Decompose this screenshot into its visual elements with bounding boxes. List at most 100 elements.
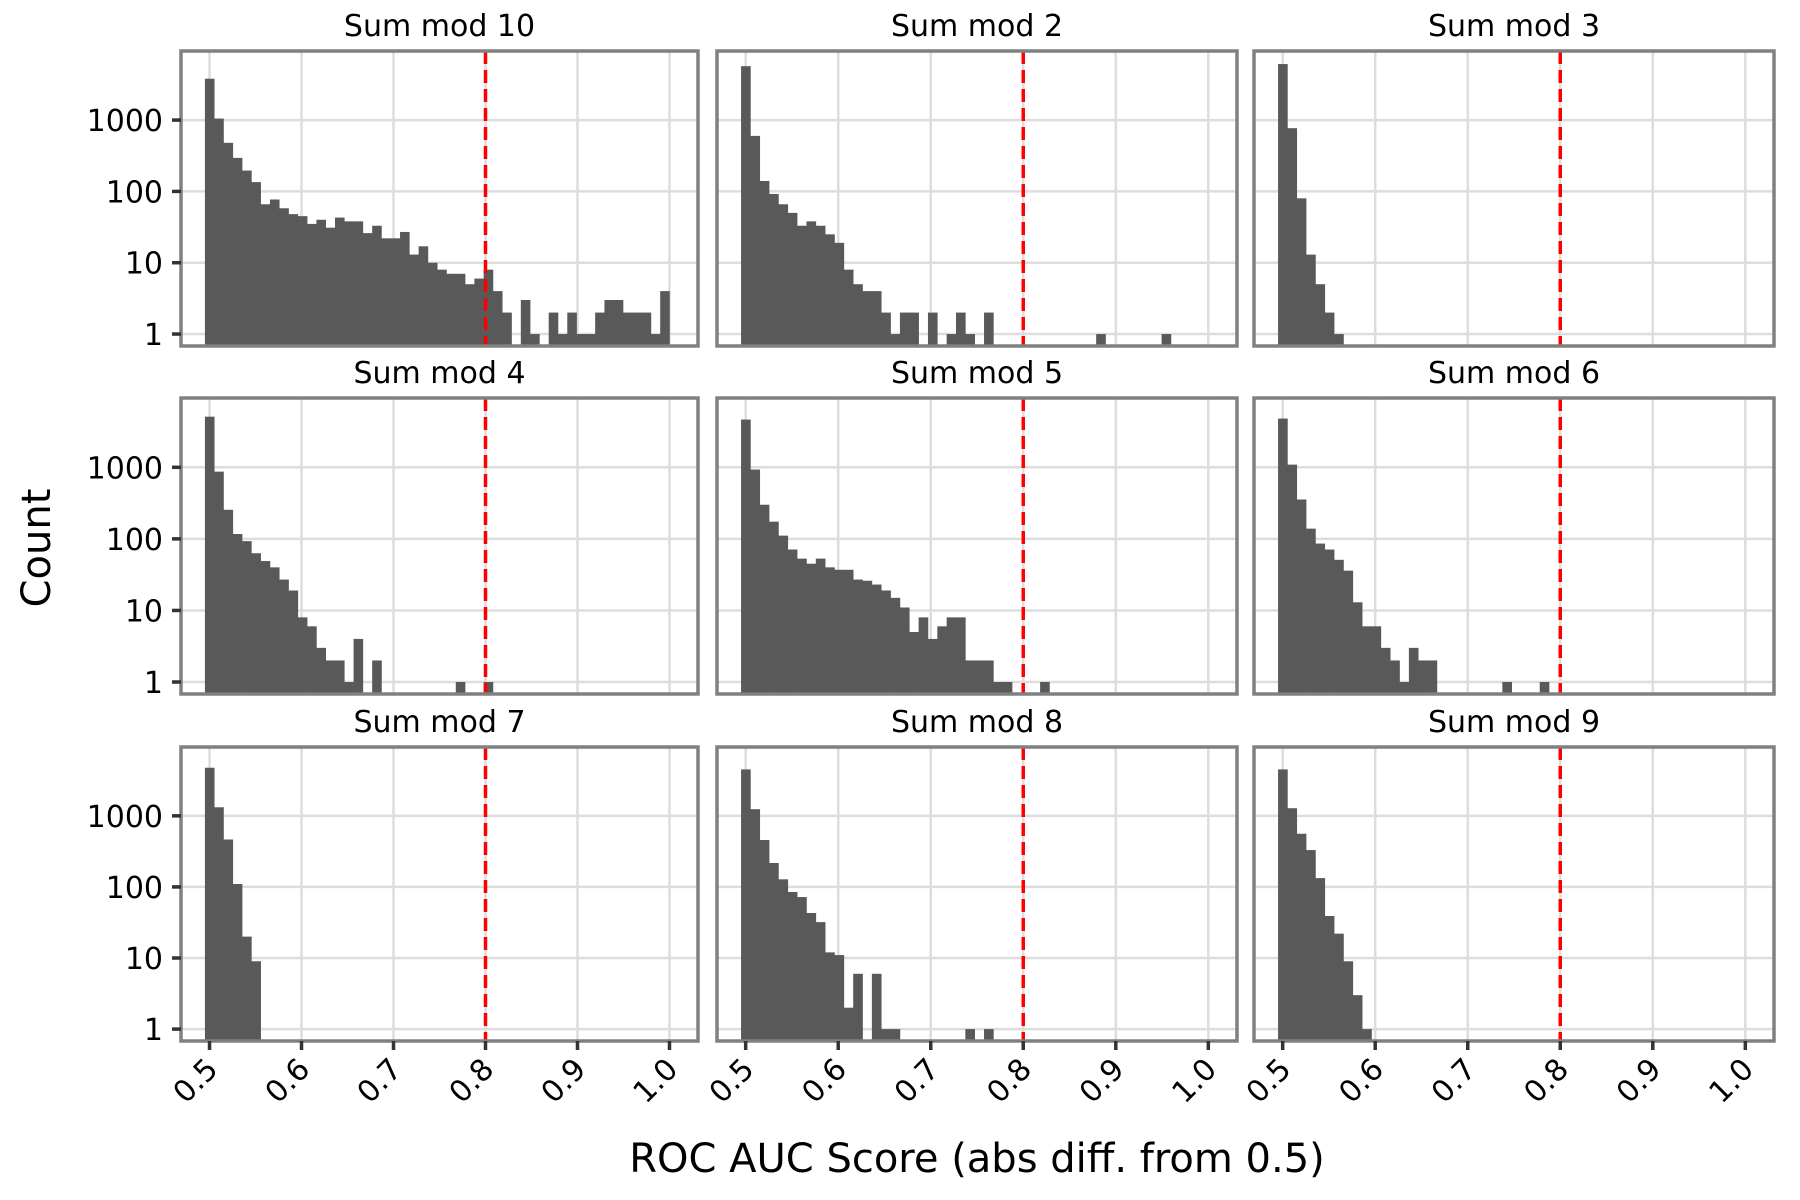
histogram-bar	[881, 1029, 891, 1041]
histogram-bar	[381, 238, 392, 346]
histogram-bar	[269, 199, 280, 346]
histogram-bar	[1002, 682, 1013, 694]
histogram-bar	[890, 1029, 901, 1041]
histogram-bar	[650, 334, 661, 346]
histogram-bar	[759, 840, 770, 1041]
histogram-bar	[567, 312, 577, 346]
histogram-bar	[1352, 995, 1363, 1041]
histogram-bar	[806, 563, 817, 694]
histogram-bar	[984, 660, 994, 694]
histogram-bar	[325, 660, 336, 694]
facet-panel: Sum mod 9 0.5 0.6 0.7 0.8 0.9 1.0	[1240, 705, 1776, 1110]
histogram-bar	[1040, 682, 1050, 694]
facet-panel: Sum mod 8 0.5 0.6 0.7 0.8 0.9 1.0	[703, 705, 1239, 1110]
histogram-bar	[843, 569, 854, 694]
histogram-bar	[769, 863, 779, 1041]
histogram-bar	[750, 135, 761, 346]
histogram-bar	[1296, 833, 1307, 1041]
x-tick-label: 0.6	[1332, 1052, 1390, 1110]
histogram-bar	[750, 809, 761, 1041]
histogram-bar	[251, 961, 261, 1041]
histogram-bar	[834, 242, 845, 346]
histogram-bar	[214, 807, 224, 1041]
histogram-bar	[204, 416, 215, 694]
histogram-bar	[1334, 933, 1344, 1041]
histogram-bar	[400, 231, 410, 346]
histogram-bar	[1278, 418, 1288, 694]
histogram-bar	[316, 647, 327, 694]
histogram-bar	[1502, 682, 1512, 694]
histogram-bar	[927, 638, 938, 694]
histogram-bar	[834, 955, 845, 1041]
histogram-bar	[825, 567, 835, 694]
histogram-bar	[984, 312, 994, 346]
panel-title: Sum mod 5	[891, 356, 1063, 391]
histogram-bar	[353, 221, 364, 346]
histogram-bar	[242, 936, 252, 1041]
histogram-bar	[778, 535, 789, 694]
histogram-bar	[871, 973, 882, 1041]
histogram-bar	[260, 204, 271, 346]
x-tick-label: 0.9	[1073, 1052, 1131, 1110]
x-tick-label: 1.0	[1702, 1052, 1760, 1110]
histogram-bar	[974, 660, 985, 694]
histogram-bar	[372, 660, 382, 694]
histogram-bar	[769, 193, 779, 346]
histogram-bar	[1418, 660, 1428, 694]
histogram-bar	[437, 269, 447, 346]
histogram-bar	[806, 221, 817, 346]
x-tick-label: 0.7	[888, 1052, 946, 1110]
histogram-bar	[955, 312, 966, 346]
histogram-bar	[1315, 878, 1326, 1041]
panel-frame	[179, 745, 700, 1043]
histogram-bar	[899, 312, 910, 346]
histogram-bar	[660, 291, 670, 346]
histogram-bar	[843, 1007, 854, 1041]
histogram-bar	[1362, 1029, 1372, 1041]
x-tick-label: 0.5	[167, 1052, 225, 1110]
panel-frame	[715, 745, 1239, 1043]
histogram-bar	[787, 549, 798, 694]
y-tick-label: 1	[144, 318, 163, 353]
panel-title: Sum mod 2	[891, 9, 1063, 44]
histogram-bar	[778, 204, 789, 346]
panel-frame	[179, 49, 700, 348]
histogram-bar	[232, 533, 243, 694]
histogram-bar	[483, 269, 494, 346]
histogram-bar	[909, 631, 919, 694]
panel-frame	[1252, 396, 1776, 696]
histogram-bar	[483, 682, 494, 694]
x-tick-label: 1.0	[1165, 1052, 1223, 1110]
panel-title: Sum mod 3	[1428, 9, 1600, 44]
histogram-bar	[927, 312, 938, 346]
x-tick-label: 0.7	[351, 1052, 409, 1110]
histogram-bar	[871, 584, 882, 694]
histogram-bar	[288, 590, 299, 694]
histogram-bar	[604, 300, 615, 346]
histogram-bar	[946, 334, 957, 346]
y-tick-label: 1	[144, 1013, 163, 1048]
histogram-bar	[1380, 647, 1391, 694]
histogram-bar	[297, 216, 308, 346]
histogram-bar	[871, 291, 882, 346]
histogram-bar	[890, 334, 901, 346]
histogram-bar	[409, 254, 419, 346]
panel-title: Sum mod 6	[1428, 356, 1600, 391]
x-tick-label: 0.8	[1517, 1052, 1575, 1110]
histogram-bar	[797, 558, 807, 694]
histogram-bar	[465, 284, 475, 346]
histogram-bar	[548, 312, 559, 346]
histogram-bar	[787, 891, 798, 1041]
facet-panel: Sum mod 2	[715, 9, 1239, 348]
histogram-bar	[530, 334, 540, 346]
x-tick-label: 0.7	[1425, 1052, 1483, 1110]
panel-frame	[179, 396, 700, 696]
histogram-bar	[474, 278, 484, 346]
histogram-bar	[214, 471, 224, 694]
facet-panel: Sum mod 4 1 10 100 1000	[87, 356, 700, 701]
histogram-bar	[557, 334, 568, 346]
histogram-bar	[843, 269, 854, 346]
histogram-bar	[797, 225, 807, 346]
histogram-bar	[1427, 660, 1438, 694]
